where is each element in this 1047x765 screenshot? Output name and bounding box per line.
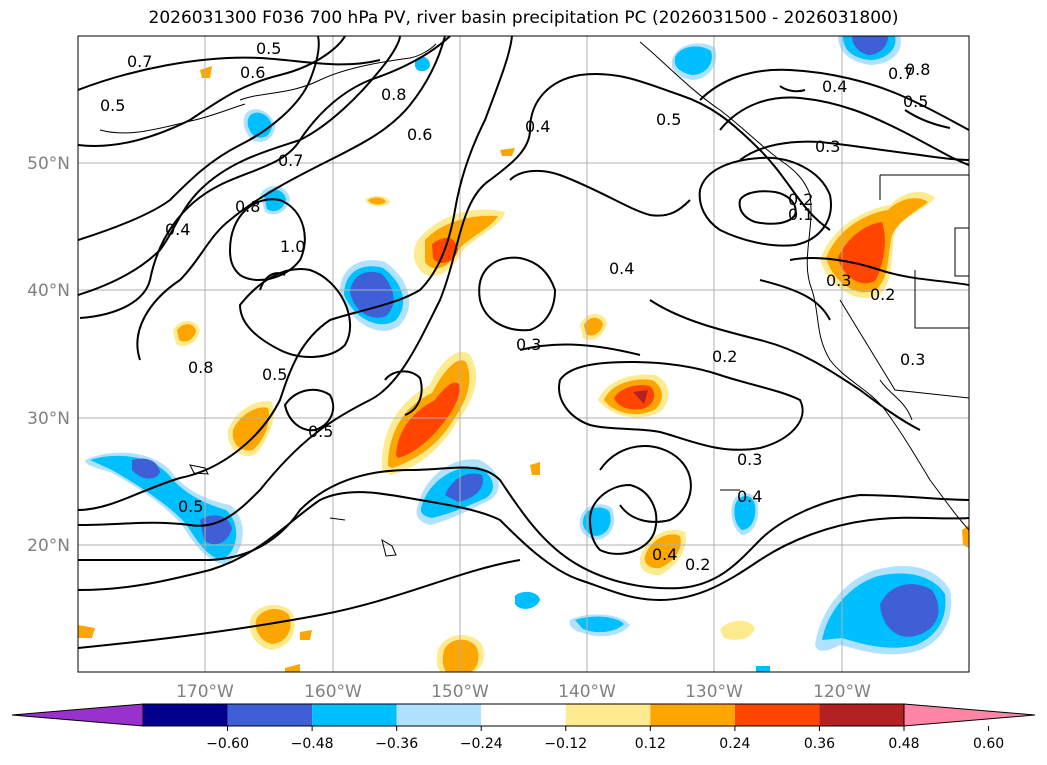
lat-label: 20°N — [27, 536, 70, 556]
contour-label: 0.4 — [822, 77, 847, 96]
colorbar-segment — [143, 704, 228, 726]
contour-label: 0.3 — [826, 271, 851, 290]
lon-label: 160°W — [304, 682, 362, 702]
contour-label: 0.5 — [178, 497, 203, 516]
contour-label: 0.3 — [737, 450, 762, 469]
longitude-labels: 170°W 160°W 150°W 140°W 130°W 120°W — [176, 682, 871, 702]
lon-label: 120°W — [813, 682, 871, 702]
colorbar-tick-label: −0.60 — [206, 736, 249, 752]
contour-label: 1.0 — [280, 237, 305, 256]
contour-label: 0.4 — [165, 220, 190, 239]
colorbar-segment — [819, 704, 904, 726]
contour-label: 0.7 — [888, 64, 913, 83]
colorbar-segment — [565, 704, 651, 726]
colorbar-outline — [142, 703, 905, 727]
contour-label: 0.2 — [870, 285, 895, 304]
colorbar-tick-label: −0.24 — [460, 736, 503, 752]
colorbar-segment — [481, 704, 566, 726]
contour-label: 0.6 — [407, 125, 432, 144]
contour-label: 0.5 — [256, 39, 281, 58]
contour-label: 0.5 — [308, 422, 333, 441]
lat-label: 50°N — [27, 154, 70, 174]
colorbar-segment — [396, 704, 482, 726]
colorbar-extend-min — [11, 703, 144, 727]
contour-label: 0.7 — [278, 151, 303, 170]
colorbar-segment — [227, 704, 313, 726]
colorbar-extend-max — [903, 703, 1036, 727]
contour-label: 0.4 — [652, 545, 677, 564]
coastlines — [99, 41, 969, 557]
positive-anomaly-shading — [78, 66, 969, 672]
contour-label: 0.8 — [381, 85, 406, 104]
contour-label: 0.2 — [788, 190, 813, 209]
map-title: 2026031300 F036 700 hPa PV, river basin … — [148, 8, 899, 28]
colorbar-tick-label: 0.36 — [804, 736, 835, 752]
contour-label: 0.8 — [188, 358, 213, 377]
contour-label: 0.3 — [900, 350, 925, 369]
colorbar-tick-label: 0.12 — [635, 736, 666, 752]
contour-label: 0.3 — [815, 137, 840, 156]
contour-label: 0.4 — [525, 117, 550, 136]
contour-label: 0.4 — [609, 259, 634, 278]
map-content: 0.7 0.5 0.6 0.5 0.8 0.6 0.4 0.5 0.7 0.8 … — [78, 36, 969, 672]
colorbar-tick-label: 0.48 — [888, 736, 919, 752]
colorbar: −0.60 −0.48 −0.36 −0.24 −0.12 0.12 0.24 0.36 0.4… — [11, 703, 1036, 752]
lon-label: 140°W — [558, 682, 616, 702]
lon-label: 150°W — [431, 682, 489, 702]
contour-label: 0.7 — [127, 52, 152, 71]
contour-label: 0.6 — [240, 63, 265, 82]
contour-label: 0.5 — [903, 92, 928, 111]
latitude-labels: 50°N 40°N 30°N 20°N — [27, 154, 70, 556]
colorbar-segment — [650, 704, 735, 726]
colorbar-tick-label: 0.24 — [719, 736, 750, 752]
colorbar-tick-label: −0.36 — [375, 736, 418, 752]
contour-label: 0.5 — [656, 110, 681, 129]
map-frame — [77, 35, 970, 673]
colorbar-segment — [312, 704, 397, 726]
contour-label: 0.3 — [516, 335, 541, 354]
colorbar-tick-label: −0.48 — [291, 736, 334, 752]
colorbar-segment — [734, 704, 820, 726]
contour-label: 0.2 — [712, 347, 737, 366]
lat-label: 40°N — [27, 281, 70, 301]
contour-label: 0.1 — [788, 205, 813, 224]
contour-label: 0.5 — [262, 365, 287, 384]
contour-label: 0.2 — [685, 555, 710, 574]
colorbar-tick-label: −0.12 — [544, 736, 587, 752]
contour-label: 0.4 — [737, 487, 762, 506]
lon-label: 170°W — [176, 682, 234, 702]
pv-contours — [78, 36, 969, 649]
contour-label: 0.5 — [100, 96, 125, 115]
colorbar-tick-label: 0.60 — [973, 736, 1004, 752]
contour-labels: 0.7 0.5 0.6 0.5 0.8 0.6 0.4 0.5 0.7 0.8 … — [100, 39, 930, 574]
map-background — [78, 36, 969, 672]
graticule — [78, 36, 969, 672]
contour-label: 0.8 — [905, 60, 930, 79]
lon-label: 130°W — [685, 682, 743, 702]
contour-label: 0.8 — [235, 197, 260, 216]
lat-label: 30°N — [27, 409, 70, 429]
